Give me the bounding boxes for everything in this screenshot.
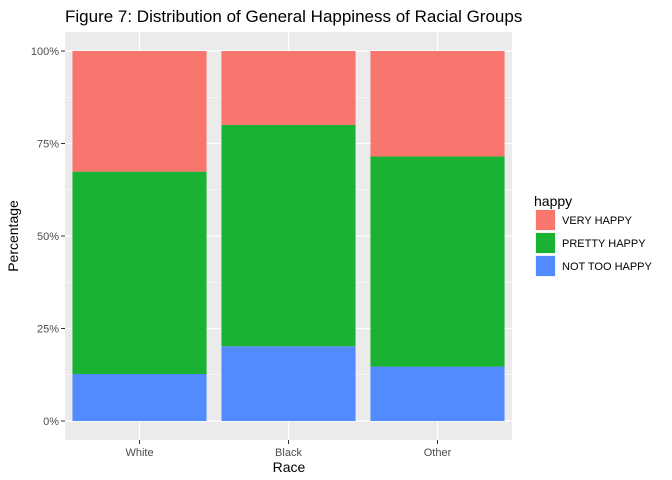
- bar-segment: [370, 366, 505, 421]
- bar-segment: [221, 51, 356, 125]
- legend-swatch: [536, 210, 555, 230]
- legend-title: happy: [534, 193, 572, 209]
- x-tick-label: Other: [424, 447, 452, 459]
- bar-segment: [370, 156, 505, 367]
- y-axis-title: Percentage: [5, 200, 21, 272]
- bar-segment: [72, 374, 207, 421]
- x-axis-title: Race: [273, 459, 306, 475]
- bars: [72, 51, 505, 421]
- y-tick-label: 100%: [31, 46, 59, 58]
- legend-swatch: [536, 256, 555, 276]
- bar-segment: [72, 171, 207, 375]
- legend-label: NOT TOO HAPPY: [562, 261, 653, 273]
- x-tick-label: White: [125, 447, 153, 459]
- legend-label: VERY HAPPY: [562, 215, 633, 227]
- legend: happy VERY HAPPY PRETTY HAPPY NOT TOO HAPPY: [534, 193, 653, 277]
- bar-segment: [221, 125, 356, 347]
- axes: 0% 25% 50% 75% 100% White Black Other: [31, 46, 452, 459]
- y-tick-label: 75%: [37, 139, 59, 151]
- y-tick-label: 50%: [37, 231, 59, 243]
- y-tick-label: 25%: [37, 324, 59, 336]
- legend-swatch: [536, 233, 555, 253]
- y-tick-label: 0%: [43, 416, 59, 428]
- chart-title: Figure 7: Distribution of General Happin…: [65, 7, 522, 26]
- x-tick-label: Black: [275, 447, 302, 459]
- bar-segment: [221, 346, 356, 421]
- bar-segment: [370, 51, 505, 157]
- legend-label: PRETTY HAPPY: [562, 238, 646, 250]
- bar-segment: [72, 51, 207, 172]
